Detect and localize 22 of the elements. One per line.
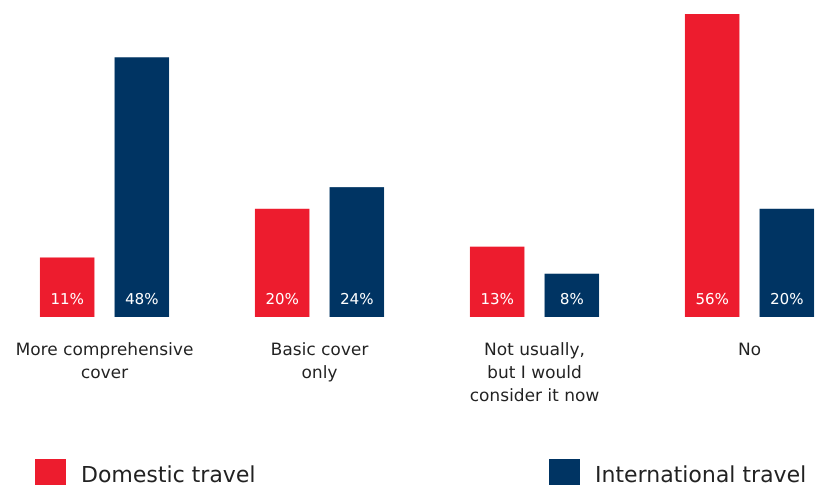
bar bbox=[684, 14, 740, 317]
data-label: 20% bbox=[266, 290, 299, 308]
data-label: 56% bbox=[696, 290, 729, 308]
data-label: 8% bbox=[560, 290, 584, 308]
bar bbox=[254, 208, 310, 317]
data-label: 13% bbox=[480, 290, 514, 308]
data-label: 48% bbox=[125, 290, 158, 308]
data-label: 24% bbox=[340, 290, 374, 308]
bar bbox=[114, 57, 170, 317]
legend-label: Domestic travel bbox=[81, 463, 256, 486]
bar bbox=[760, 208, 814, 317]
x-tick-label: Basic cover only bbox=[270, 340, 368, 383]
x-tick-label: No bbox=[738, 340, 762, 360]
bar bbox=[544, 274, 600, 317]
x-tick-label: More comprehensive cover bbox=[16, 340, 194, 383]
x-tick-label: Not usually, but I would consider it now bbox=[470, 340, 600, 406]
bar bbox=[330, 187, 384, 317]
bar bbox=[40, 257, 94, 317]
data-label: 20% bbox=[770, 290, 804, 308]
data-label: 11% bbox=[50, 290, 84, 308]
legend-label: International travel bbox=[595, 463, 806, 486]
bar bbox=[470, 246, 524, 317]
